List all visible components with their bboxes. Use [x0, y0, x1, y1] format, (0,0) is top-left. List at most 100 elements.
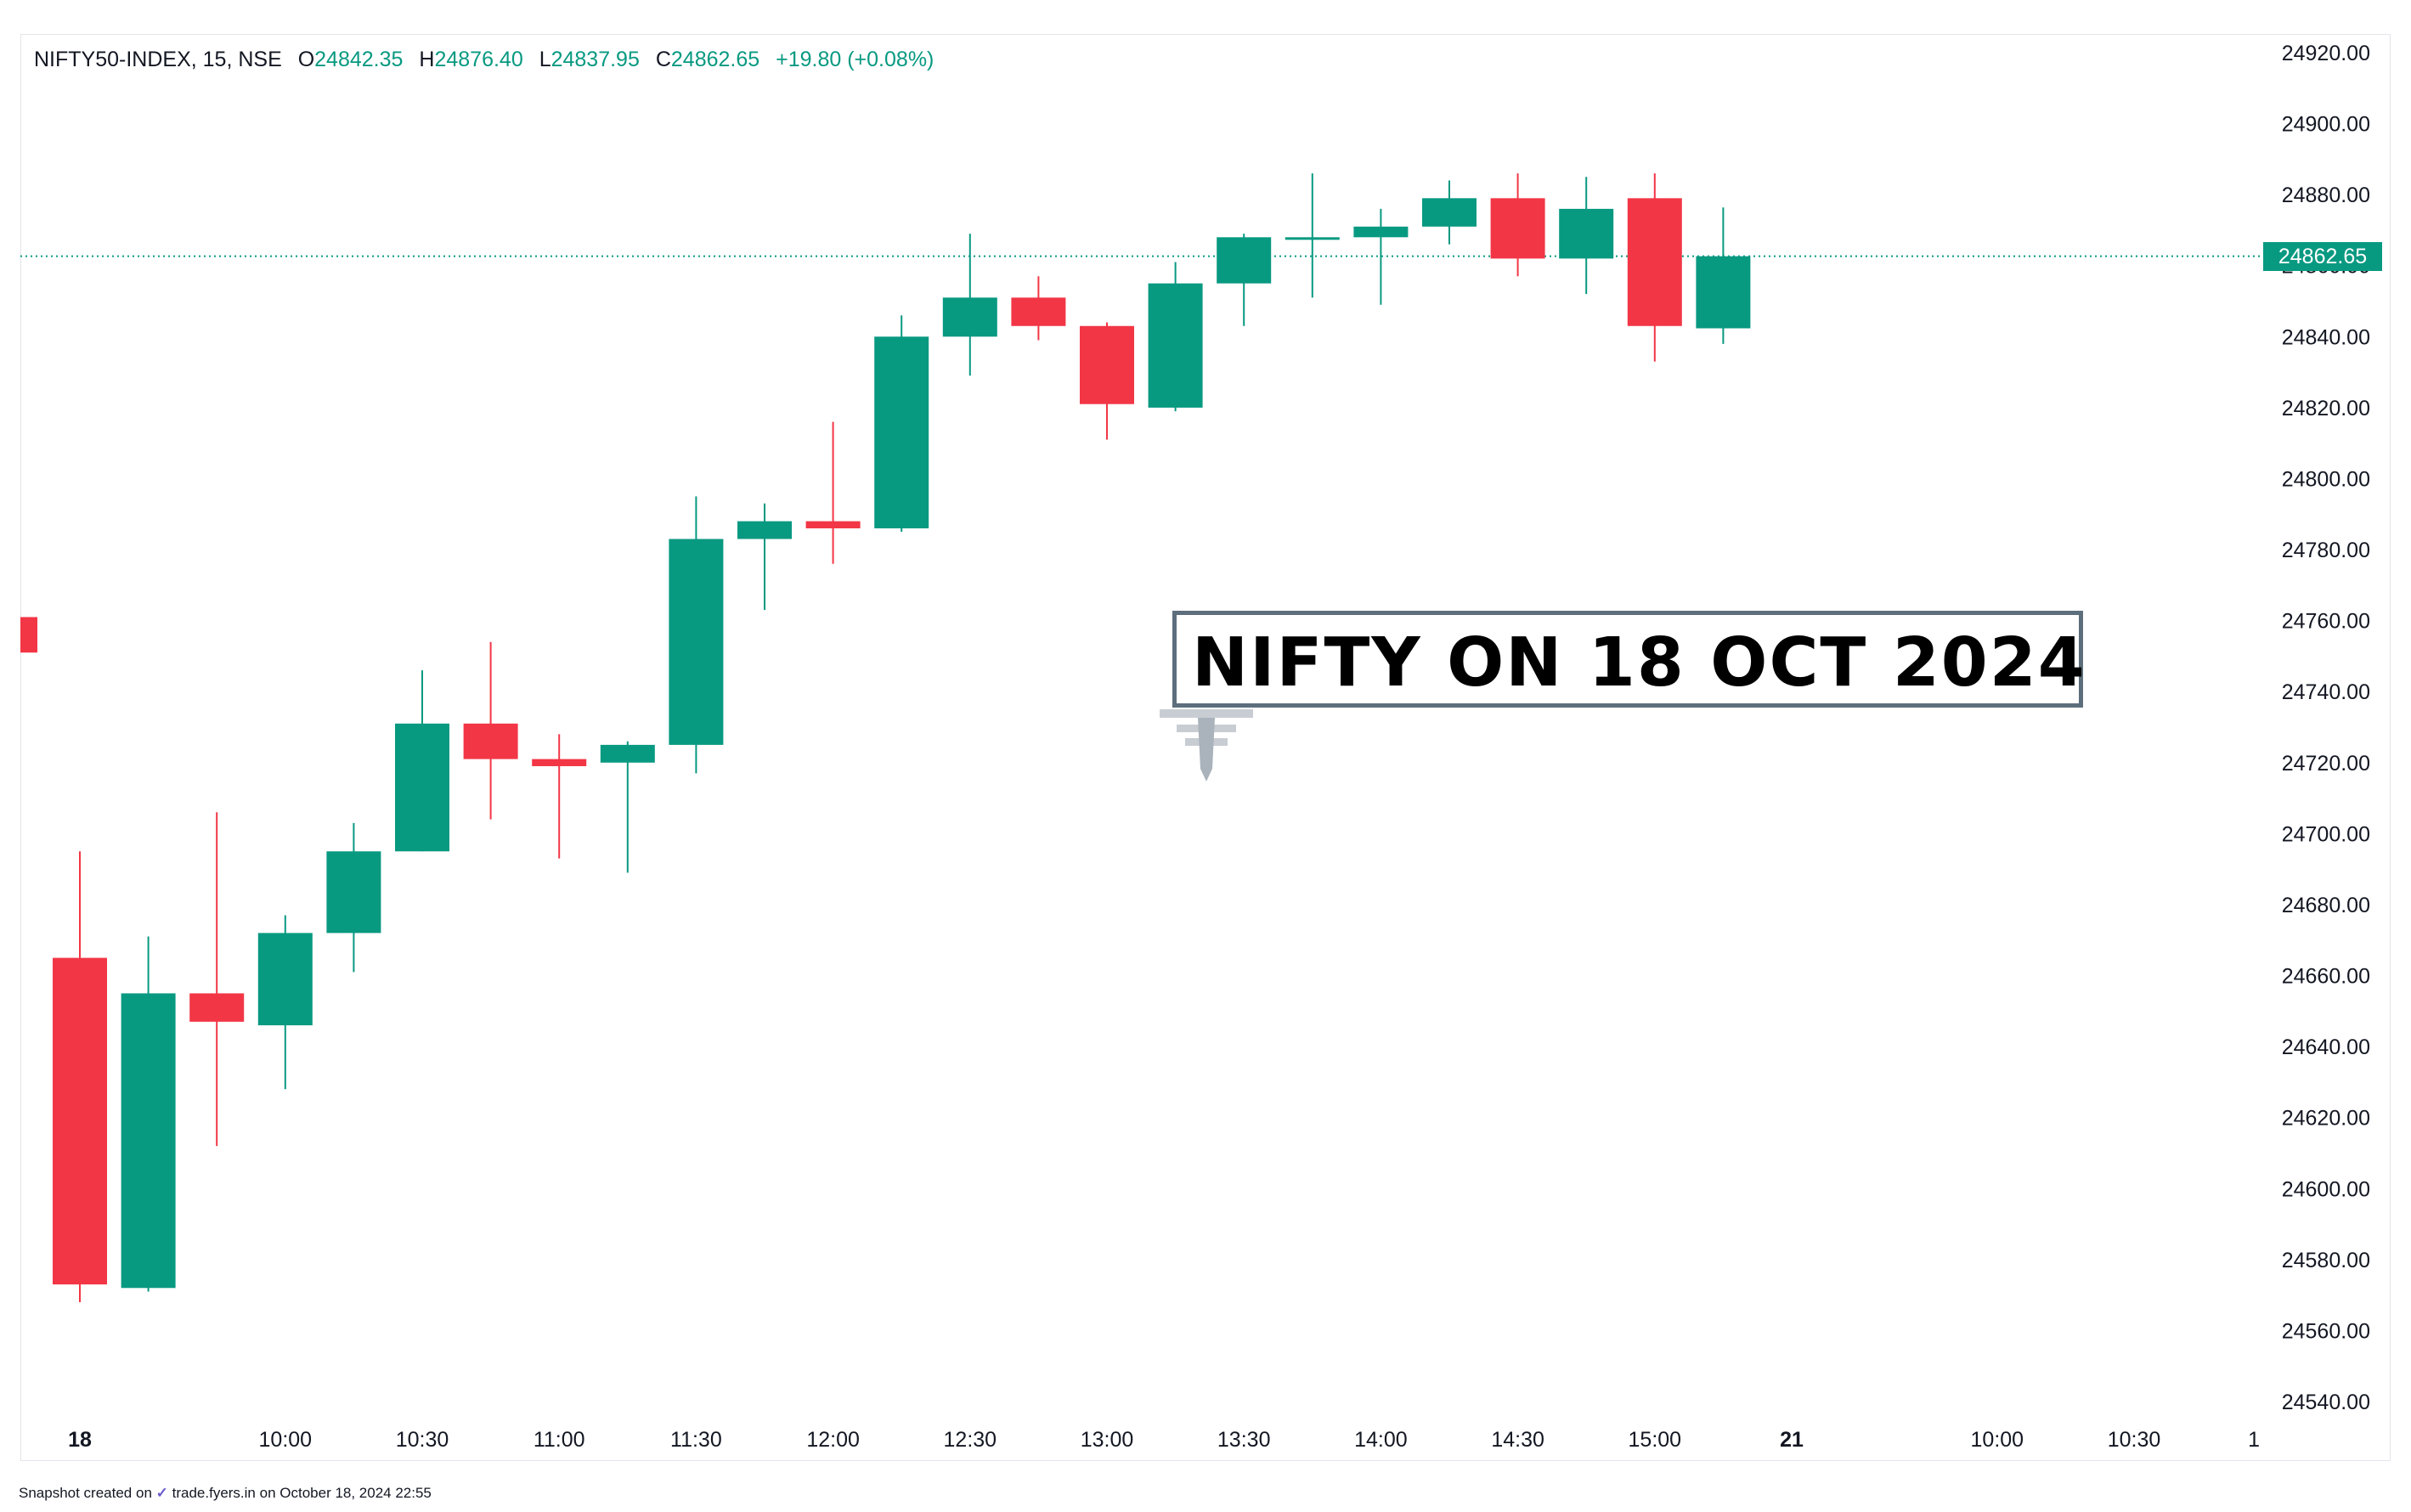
y-tick-label: 24920.00 [2282, 42, 2370, 65]
y-tick-label: 24660.00 [2282, 965, 2370, 989]
candle-body [1696, 256, 1751, 329]
footer-site-link[interactable]: trade.fyers.in [172, 1485, 256, 1501]
y-tick-label: 24820.00 [2282, 397, 2370, 420]
symbol-label[interactable]: NIFTY50-INDEX, 15, NSE [34, 48, 282, 71]
candle [189, 812, 245, 1147]
candle-body [737, 521, 792, 539]
fyers-logo-icon [1160, 709, 1253, 790]
fyers-small-icon: ✓ [155, 1485, 168, 1501]
footer-prefix: Snapshot created on [19, 1485, 152, 1501]
y-tick-label: 24780.00 [2282, 539, 2370, 562]
candle-body [326, 851, 381, 934]
candle-body [1559, 208, 1614, 259]
candle [395, 670, 449, 852]
y-tick-label: 24580.00 [2282, 1249, 2370, 1272]
y-tick-label: 24540.00 [2282, 1391, 2370, 1414]
y-tick-label: 24900.00 [2282, 113, 2370, 137]
last-price-tag: 24862.65 [2263, 241, 2382, 271]
open-value: 24842.35 [314, 48, 404, 71]
candle-body [600, 744, 655, 763]
candle [1285, 173, 1340, 298]
candle-body [1422, 198, 1477, 227]
y-tick-label: 24720.00 [2282, 752, 2370, 776]
close-label: C [655, 48, 671, 71]
candle-body [942, 297, 997, 337]
y-tick-label: 24700.00 [2282, 822, 2370, 846]
y-tick-label: 24740.00 [2282, 680, 2370, 704]
y-tick-label: 24840.00 [2282, 325, 2370, 349]
candle-body [1080, 325, 1134, 404]
candle-body [1285, 237, 1340, 240]
candle [669, 496, 724, 774]
candle-body [189, 993, 245, 1022]
high-value: 24876.40 [434, 48, 523, 71]
x-tick-label: 1 [2248, 1428, 2260, 1452]
candle-body [257, 933, 313, 1026]
candle [1353, 208, 1409, 305]
y-tick-label: 24640.00 [2282, 1035, 2370, 1059]
x-tick-label: 11:00 [534, 1428, 585, 1452]
x-tick-label: 10:30 [2108, 1428, 2161, 1452]
candle [1148, 262, 1203, 412]
candle [1559, 177, 1614, 295]
x-tick-label: 12:00 [806, 1428, 860, 1452]
x-tick-label: 10:00 [1971, 1428, 2024, 1452]
y-tick-label: 24880.00 [2282, 183, 2370, 207]
chart-frame [20, 34, 2391, 1461]
change-value: +19.80 (+0.08%) [776, 48, 934, 71]
candle [1696, 207, 1751, 344]
candle-body [395, 723, 449, 852]
candle [257, 915, 313, 1090]
candle [600, 741, 655, 873]
y-tick-label: 24620.00 [2282, 1107, 2370, 1131]
x-tick-label: 14:30 [1491, 1428, 1544, 1452]
candle [53, 851, 107, 1302]
candle [463, 641, 518, 820]
annotation-text: NIFTY ON 18 OCT 2024 [1192, 623, 2086, 702]
x-tick-label: 13:00 [1081, 1428, 1134, 1452]
partial-candle-body [20, 617, 37, 653]
candle [1080, 322, 1134, 440]
open-label: O [297, 48, 315, 71]
x-tick-label: 21 [1780, 1428, 1804, 1452]
annotation-box[interactable]: NIFTY ON 18 OCT 2024 [1172, 611, 2086, 708]
x-axis: 18 10:00 10:30 11:00 11:30 12:00 12:30 13:00 13:… [68, 1428, 2260, 1452]
x-tick-label: 13:30 [1217, 1428, 1271, 1452]
x-tick-label: 18 [68, 1428, 92, 1452]
high-label: H [419, 48, 435, 71]
candle-body [463, 723, 518, 759]
low-value: 24837.95 [551, 48, 640, 71]
candle [805, 421, 861, 564]
candle [942, 234, 997, 376]
candle-body [874, 336, 929, 528]
close-value: 24862.65 [670, 48, 760, 71]
low-label: L [539, 48, 551, 71]
candle [532, 734, 587, 859]
candle [737, 503, 792, 611]
candle-body [1011, 297, 1066, 326]
y-tick-label: 24800.00 [2282, 467, 2370, 491]
y-tick-label: 24600.00 [2282, 1177, 2370, 1201]
x-tick-label: 10:00 [259, 1428, 313, 1452]
candles-group [20, 173, 1751, 1302]
candle-body [805, 521, 861, 528]
candle-body [53, 957, 107, 1285]
candle [874, 315, 929, 533]
x-tick-label: 11:30 [670, 1428, 722, 1452]
candle [1490, 173, 1545, 277]
y-tick-label: 24680.00 [2282, 894, 2370, 917]
ohlc-legend: NIFTY50-INDEX, 15, NSE O24842.35 H24876.… [34, 48, 934, 72]
y-tick-label: 24560.00 [2282, 1319, 2370, 1343]
footer-suffix: on October 18, 2024 22:55 [259, 1485, 432, 1501]
candle [121, 936, 176, 1292]
candle [1627, 173, 1682, 362]
candle-body [1353, 226, 1409, 238]
candle-body [669, 539, 724, 745]
snapshot-footer: Snapshot created on ✓ trade.fyers.in on … [19, 1485, 432, 1502]
x-tick-label: 14:00 [1354, 1428, 1408, 1452]
candle-body [532, 759, 587, 766]
candle [1011, 276, 1066, 341]
candle [1217, 234, 1272, 326]
x-tick-label: 12:30 [944, 1428, 997, 1452]
